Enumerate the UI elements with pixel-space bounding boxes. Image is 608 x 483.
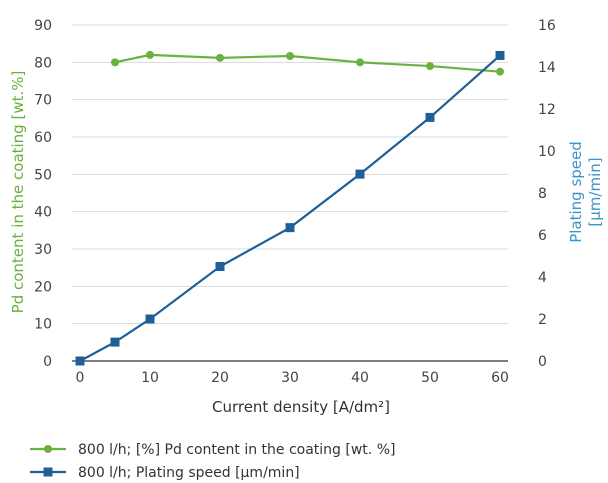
legend: 800 l/h; [%] Pd content in the coating [… [30, 442, 395, 481]
data-point [286, 51, 294, 60]
left-y-tick-label: 10 [34, 317, 52, 333]
x-tick-label: 20 [211, 370, 229, 386]
right-y-tick-labels: 0 2 4 6 8 10 12 14 16 [538, 18, 556, 370]
x-axis-title: Current density [A/dm²] [212, 398, 390, 416]
x-tick-label: 60 [491, 370, 509, 386]
right-y-tick-label: 14 [538, 60, 556, 76]
right-y-tick-label: 6 [538, 228, 547, 244]
right-y-axis-title-line2: [µm/min] [586, 157, 604, 226]
data-point [355, 169, 365, 179]
series-line-1 [114, 53, 501, 73]
data-point [216, 53, 224, 62]
x-tick-labels: 0 10 20 30 40 50 60 [76, 370, 509, 386]
series-line-2 [79, 54, 501, 362]
data-point [111, 58, 119, 67]
left-y-tick-label: 0 [43, 354, 52, 370]
left-y-tick-label: 50 [34, 167, 52, 183]
left-y-tick-label: 30 [34, 242, 52, 258]
data-point [426, 62, 434, 71]
x-tick-label: 30 [281, 370, 299, 386]
left-y-tick-label: 80 [34, 55, 52, 71]
data-point [110, 337, 120, 347]
data-point [145, 314, 155, 324]
x-tick-label: 50 [421, 370, 439, 386]
data-point [356, 58, 364, 67]
left-y-tick-label: 20 [34, 279, 52, 295]
left-y-tick-label: 90 [34, 18, 52, 34]
x-tick-label: 0 [76, 370, 85, 386]
data-point [285, 223, 295, 233]
left-y-tick-label: 40 [34, 205, 52, 221]
right-y-tick-label: 8 [538, 186, 547, 202]
right-y-tick-label: 0 [538, 354, 547, 370]
left-y-tick-label: 70 [34, 93, 52, 109]
x-tick-label: 10 [141, 370, 159, 386]
legend-marker [44, 445, 52, 453]
data-point [496, 67, 504, 76]
right-y-tick-label: 2 [538, 312, 547, 328]
data-point [215, 262, 225, 271]
right-y-tick-label: 10 [538, 144, 556, 160]
right-y-tick-label: 16 [538, 18, 556, 34]
left-y-tick-label: 60 [34, 130, 52, 146]
data-point [75, 356, 85, 366]
data-point [146, 50, 154, 59]
right-y-axis-title-line1: Plating speed [567, 141, 585, 243]
data-point [425, 112, 435, 122]
series-layer [75, 50, 505, 366]
legend-label: 800 l/h; [%] Pd content in the coating [… [78, 442, 395, 458]
left-y-tick-labels: 0 10 20 30 40 50 60 70 80 90 [34, 18, 52, 370]
x-tick-label: 40 [351, 370, 369, 386]
legend-label: 800 l/h; Plating speed [µm/min] [78, 465, 300, 481]
legend-marker [43, 467, 53, 477]
data-point [495, 50, 505, 60]
right-y-tick-label: 12 [538, 102, 556, 118]
left-y-axis-title: Pd content in the coating [wt.%] [9, 71, 27, 314]
grid-lines [72, 24, 508, 362]
right-y-tick-label: 4 [538, 270, 547, 286]
